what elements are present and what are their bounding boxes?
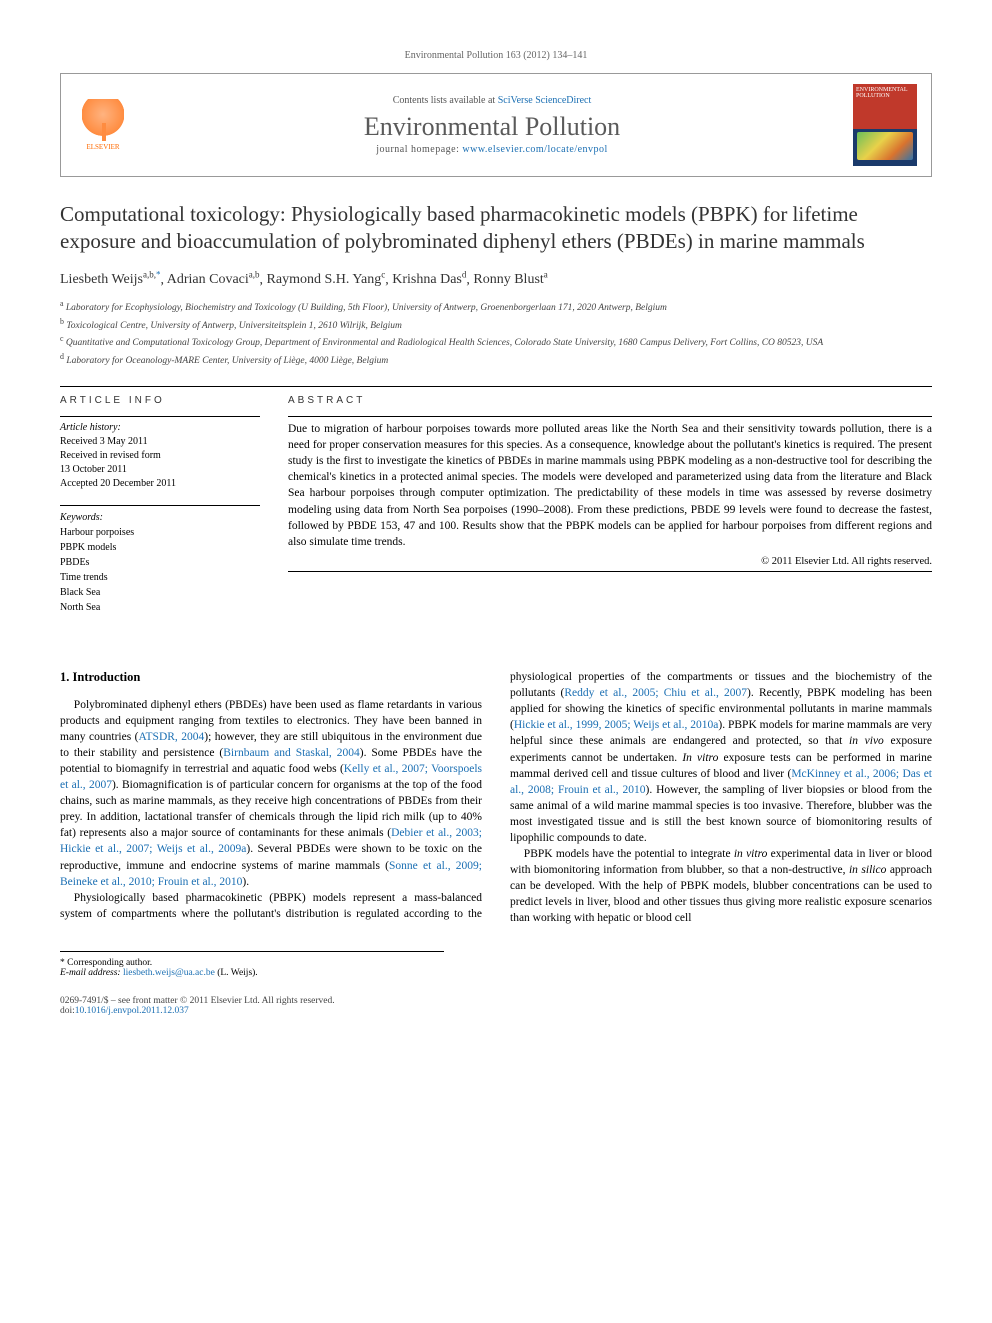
author: Liesbeth Weijsa,b,* [60,272,161,287]
corr-marker[interactable]: * [156,270,161,280]
journal-cover-map-icon [857,132,913,160]
author: Krishna Dasd [392,272,466,287]
rule-abs [288,416,932,417]
author: Raymond S.H. Yangc [267,272,386,287]
keyword: PBPK models [60,540,260,555]
abstract-heading: ABSTRACT [288,395,932,406]
keywords-block: Keywords: Harbour porpoises PBPK models … [60,510,260,615]
corr-label: Corresponding author. [67,958,152,968]
keyword: North Sea [60,600,260,615]
journal-cover-title: ENVIRONMENTAL POLLUTION [856,87,914,99]
author: Ronny Blusta [473,272,547,287]
keyword: Black Sea [60,585,260,600]
rule-top [60,386,932,387]
history-line: Accepted 20 December 2011 [60,477,260,491]
info-abstract-row: ARTICLE INFO Article history: Received 3… [60,395,932,629]
scidirect-link[interactable]: SciVerse ScienceDirect [498,95,592,106]
history-heading: Article history: [60,421,260,435]
doi-label: doi: [60,1006,75,1016]
ref-link[interactable]: Reddy et al., 2005; Chiu et al., 2007 [564,687,747,699]
email-label: E-mail address: [60,968,121,978]
email-link[interactable]: liesbeth.weijs@ua.ac.be [123,968,215,978]
intro-heading: 1. Introduction [60,669,482,687]
history-line: 13 October 2011 [60,463,260,477]
keywords-heading: Keywords: [60,510,260,525]
footer: 0269-7491/$ – see front matter © 2011 El… [60,996,932,1016]
elsevier-logo: ELSEVIER [75,93,131,157]
author: Adrian Covacia,b [167,272,260,287]
abstract-column: ABSTRACT Due to migration of harbour por… [288,395,932,629]
rule-info [60,416,260,417]
rule-kw [60,505,260,506]
abstract-copyright: © 2011 Elsevier Ltd. All rights reserved… [288,556,932,567]
history-line: Received 3 May 2011 [60,435,260,449]
footer-copyright: 0269-7491/$ – see front matter © 2011 El… [60,996,932,1006]
doi-link[interactable]: 10.1016/j.envpol.2011.12.037 [75,1006,189,1016]
ref-link[interactable]: Hickie et al., 1999, 2005; Weijs et al.,… [514,719,719,731]
keyword: PBDEs [60,555,260,570]
ref-link[interactable]: Birnbaum and Staskal, 2004 [223,747,359,759]
affiliation: c Quantitative and Computational Toxicol… [60,333,932,350]
homepage-prefix: journal homepage: [376,144,462,155]
body-paragraph: PBPK models have the potential to integr… [510,846,932,926]
affiliation: d Laboratory for Oceanology-MARE Center,… [60,351,932,368]
affiliation: a Laboratory for Ecophysiology, Biochemi… [60,298,932,315]
journal-name: Environmental Pollution [145,112,839,142]
journal-homepage-link[interactable]: www.elsevier.com/locate/envpol [462,144,607,155]
keyword: Time trends [60,570,260,585]
elsevier-tree-icon [82,99,124,143]
page: Environmental Pollution 163 (2012) 134–1… [0,0,992,1066]
running-header: Environmental Pollution 163 (2012) 134–1… [60,50,932,61]
keyword: Harbour porpoises [60,525,260,540]
contents-line: Contents lists available at SciVerse Sci… [145,95,839,106]
article-info-column: ARTICLE INFO Article history: Received 3… [60,395,260,629]
body-columns: 1. Introduction Polybrominated diphenyl … [60,669,932,927]
authors-line: Liesbeth Weijsa,b,*, Adrian Covacia,b, R… [60,270,932,289]
affiliation: b Toxicological Centre, University of An… [60,316,932,333]
journal-cover-thumbnail: ENVIRONMENTAL POLLUTION [853,84,917,166]
abstract-text: Due to migration of harbour porpoises to… [288,421,932,550]
ref-link[interactable]: ATSDR, 2004 [139,731,205,743]
journal-homepage-line: journal homepage: www.elsevier.com/locat… [145,144,839,155]
contents-prefix: Contents lists available at [393,95,498,106]
article-info-heading: ARTICLE INFO [60,395,260,406]
history-line: Received in revised form [60,449,260,463]
email-person: (L. Weijs). [217,968,257,978]
rule-abs-bottom [288,571,932,572]
article-title: Computational toxicology: Physiologicall… [60,201,932,256]
corresponding-footnote: * Corresponding author. E-mail address: … [60,951,444,978]
affiliations: a Laboratory for Ecophysiology, Biochemi… [60,298,932,368]
publisher-logo-label: ELSEVIER [86,143,119,151]
body-paragraph: Polybrominated diphenyl ethers (PBDEs) h… [60,697,482,890]
masthead: ELSEVIER Contents lists available at Sci… [60,73,932,177]
masthead-center: Contents lists available at SciVerse Sci… [145,95,839,155]
article-history: Article history: Received 3 May 2011 Rec… [60,421,260,491]
